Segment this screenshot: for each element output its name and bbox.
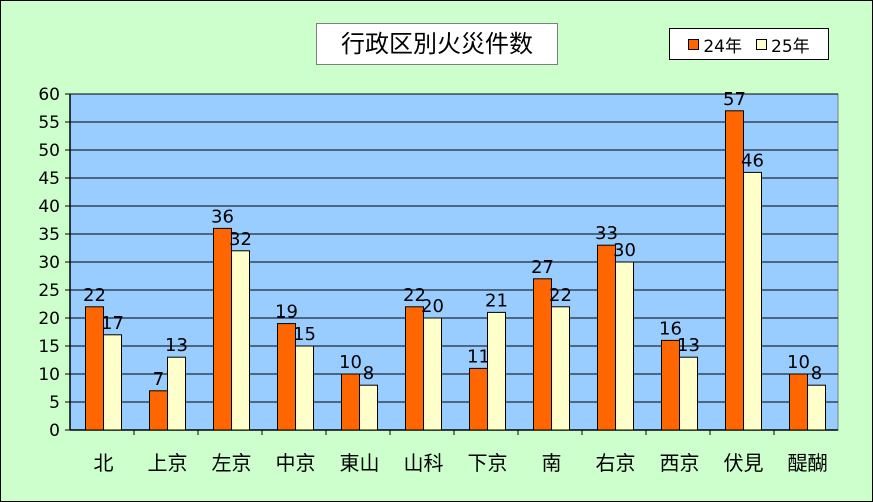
bar [789,373,808,431]
data-label: 19 [275,302,298,323]
data-label: 11 [467,346,490,367]
x-tick-label: 西京 [660,451,700,475]
bar [615,261,634,431]
x-tick-label: 山科 [404,451,444,475]
legend-swatch-25 [756,38,767,50]
bar [213,227,232,431]
legend-label-24: 24年 [703,36,742,57]
bar [423,317,442,431]
x-tick-label: 南 [542,451,562,475]
x-tick-label: 右京 [596,451,636,475]
bar [597,244,616,431]
x-tick-label: 下京 [468,451,508,475]
data-label: 8 [363,363,374,384]
y-tick-label: 25 [38,281,60,301]
legend-label-25: 25年 [771,36,810,57]
y-tick-label: 55 [38,113,60,133]
y-tick-label: 35 [38,225,60,245]
x-tick-label: 左京 [212,451,252,475]
bar [469,367,488,431]
legend-swatch-24 [688,38,700,50]
bar [149,390,168,431]
data-label: 46 [741,150,764,171]
y-tick-label: 0 [49,421,60,441]
data-label: 8 [811,363,822,384]
y-tick-label: 60 [38,85,60,105]
data-label: 36 [211,206,234,227]
y-tick-label: 5 [49,393,60,413]
data-label: 13 [165,335,188,356]
data-label: 16 [659,318,682,339]
data-label: 15 [293,324,316,345]
data-label: 20 [421,296,444,317]
bar [679,356,698,431]
x-tick-label: 北 [94,451,114,475]
y-tick-label: 50 [38,141,60,161]
chart-title: 行政区別火災件数 [316,23,558,65]
y-tick-label: 10 [38,365,60,385]
bar [743,171,762,431]
data-label: 21 [485,290,508,311]
x-tick-label: 伏見 [724,451,764,475]
bar [103,334,122,431]
data-label: 32 [229,229,252,250]
bar [341,373,360,431]
bar [295,345,314,431]
x-tick-label: 醍醐 [788,451,828,475]
data-label: 22 [83,285,106,306]
y-tick-label: 15 [38,337,60,357]
legend-item-24: 24年 [688,32,742,57]
legend: 24年 25年 [669,28,829,60]
x-tick-label: 東山 [340,451,380,475]
x-tick-label: 上京 [148,451,188,475]
data-label: 17 [101,313,124,334]
y-tick-label: 40 [38,197,60,217]
x-tick-label: 中京 [276,451,316,475]
bar [231,250,250,431]
data-label: 22 [403,285,426,306]
data-label: 57 [723,89,746,110]
bar [359,384,378,431]
y-tick-label: 20 [38,309,60,329]
data-label: 10 [787,352,810,373]
y-tick-label: 30 [38,253,60,273]
data-label: 22 [549,285,572,306]
bar [487,311,506,431]
data-label: 27 [531,257,554,278]
data-label: 30 [613,240,636,261]
bar [405,306,424,431]
legend-item-25: 25年 [756,32,810,57]
bar [807,384,826,431]
data-label: 7 [153,369,164,390]
bar [551,306,570,431]
data-label: 13 [677,335,700,356]
bar [167,356,186,431]
y-tick-label: 45 [38,169,60,189]
data-label: 10 [339,352,362,373]
data-label: 33 [595,223,618,244]
